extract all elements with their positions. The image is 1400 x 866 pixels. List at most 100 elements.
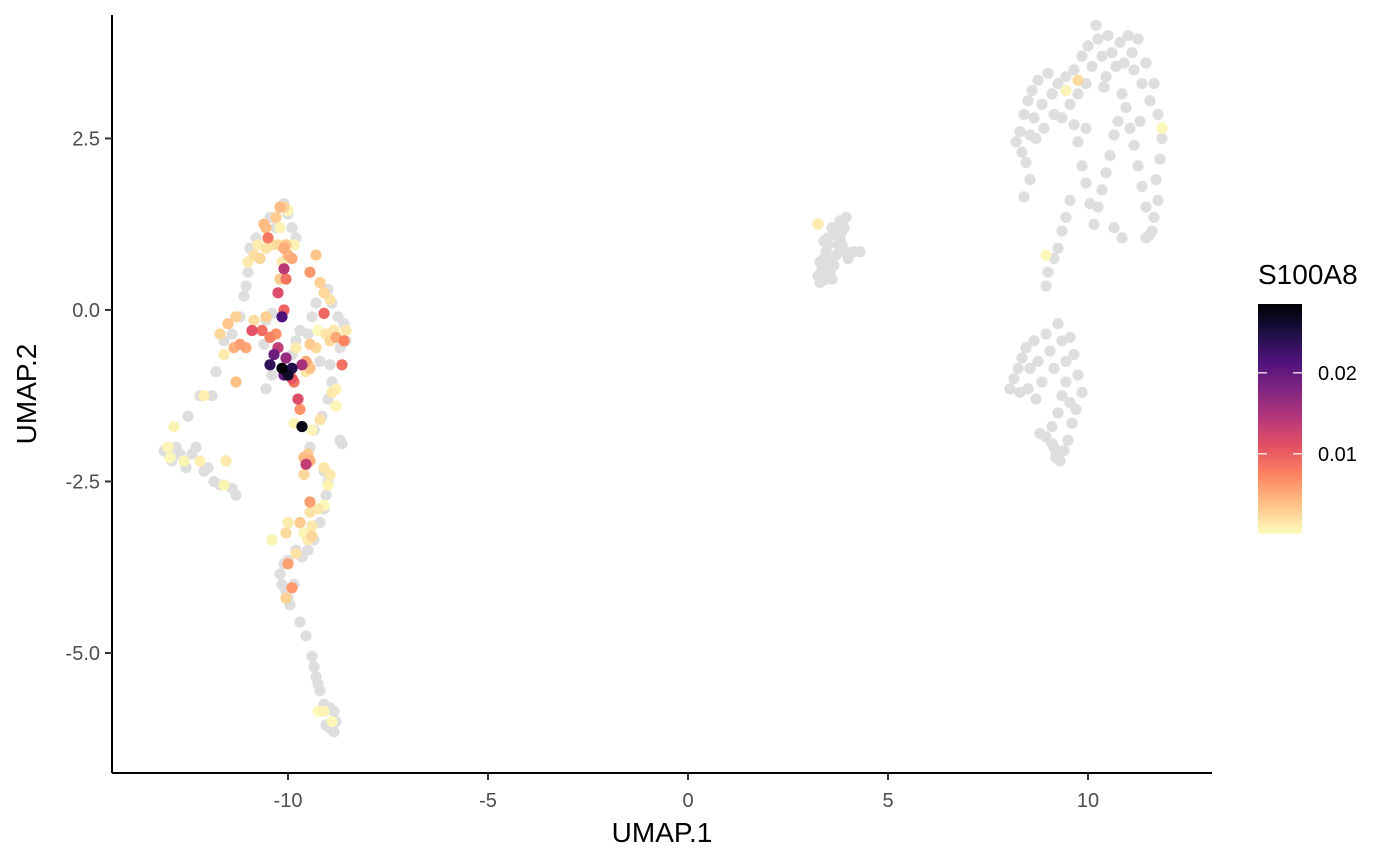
point-unexpressed	[1156, 132, 1168, 145]
point-expressed	[262, 232, 274, 244]
point-unexpressed	[1066, 417, 1078, 429]
point-expressed	[286, 252, 298, 265]
point-expressed	[280, 273, 292, 285]
point-unexpressed	[1068, 64, 1080, 76]
point-unexpressed	[1134, 115, 1146, 127]
point-unexpressed	[1080, 177, 1092, 189]
point-expressed	[318, 462, 330, 474]
point-expressed	[162, 441, 174, 453]
point-unexpressed	[1064, 331, 1076, 343]
axes-layer	[111, 15, 1212, 774]
point-expressed	[220, 455, 232, 467]
point-unexpressed	[1034, 427, 1046, 439]
x-tick-label: -10	[274, 790, 303, 812]
point-unexpressed	[1016, 352, 1028, 364]
point-expressed	[248, 314, 260, 326]
point-expressed	[318, 307, 330, 319]
point-expressed	[1060, 84, 1072, 97]
point-unexpressed	[1080, 122, 1092, 134]
point-unexpressed	[240, 280, 252, 292]
point-expressed	[280, 527, 292, 539]
point-unexpressed	[1064, 98, 1076, 110]
point-expressed	[178, 455, 190, 467]
point-unexpressed	[1088, 218, 1100, 230]
point-unexpressed	[1118, 57, 1130, 69]
point-expressed	[1072, 74, 1084, 86]
point-expressed	[282, 517, 294, 529]
point-unexpressed	[1064, 194, 1076, 206]
point-unexpressed	[238, 290, 250, 302]
x-tick-label: 10	[1077, 790, 1099, 812]
point-unexpressed	[1114, 36, 1126, 49]
point-unexpressed	[1154, 153, 1166, 165]
point-unexpressed	[1010, 136, 1022, 148]
point-unexpressed	[1060, 71, 1072, 83]
point-unexpressed	[1020, 156, 1032, 169]
point-unexpressed	[1056, 390, 1068, 402]
point-unexpressed	[1044, 345, 1056, 357]
point-unexpressed	[1116, 88, 1128, 100]
point-unexpressed	[1036, 376, 1048, 388]
point-unexpressed	[1042, 266, 1054, 278]
point-expressed	[268, 349, 280, 361]
point-unexpressed	[1090, 19, 1102, 31]
point-expressed	[198, 390, 210, 402]
point-unexpressed	[1082, 40, 1094, 52]
point-unexpressed	[820, 273, 832, 285]
point-unexpressed	[818, 235, 830, 247]
point-unexpressed	[1132, 160, 1144, 172]
point-unexpressed	[1024, 174, 1036, 186]
point-unexpressed	[1060, 355, 1072, 367]
point-unexpressed	[286, 222, 298, 234]
point-unexpressed	[1026, 84, 1038, 97]
point-unexpressed	[1148, 211, 1160, 223]
point-unexpressed	[1050, 451, 1062, 464]
point-expressed	[270, 211, 282, 223]
point-expressed	[1040, 249, 1052, 261]
point-expressed	[296, 359, 308, 371]
point-unexpressed	[310, 297, 322, 309]
point-expressed	[306, 424, 318, 436]
point-expressed	[286, 582, 298, 594]
point-unexpressed	[1046, 88, 1058, 100]
point-unexpressed	[1052, 407, 1064, 419]
point-unexpressed	[1132, 33, 1144, 45]
x-tick-label: 0	[682, 790, 693, 812]
point-expressed	[306, 520, 318, 532]
point-unexpressed	[1004, 383, 1016, 395]
point-expressed	[310, 249, 322, 261]
point-expressed	[256, 324, 268, 337]
point-unexpressed	[854, 246, 866, 258]
point-unexpressed	[328, 726, 340, 738]
point-unexpressed	[1146, 225, 1158, 237]
point-unexpressed	[1040, 328, 1052, 340]
point-expressed	[276, 311, 288, 323]
point-unexpressed	[1038, 122, 1050, 134]
y-tick-label: -2.5	[66, 471, 100, 493]
point-expressed	[314, 414, 326, 426]
x-tick-label: 5	[882, 790, 893, 812]
point-unexpressed	[1108, 129, 1120, 141]
point-unexpressed	[1126, 47, 1138, 59]
x-axis-ticks: -10 -5 0 5 10	[274, 773, 1099, 812]
point-unexpressed	[1040, 280, 1052, 292]
point-unexpressed	[1032, 355, 1044, 367]
point-expressed	[340, 324, 352, 337]
colorbar-ticks: 0.01 0.02	[1258, 363, 1357, 466]
point-unexpressed	[306, 650, 318, 663]
point-expressed	[230, 311, 242, 323]
y-axis-ticks: -5.0 -2.5 0.0 2.5	[66, 128, 112, 665]
point-expressed	[264, 331, 276, 343]
point-unexpressed	[1108, 222, 1120, 234]
point-unexpressed	[1120, 102, 1132, 114]
point-unexpressed	[1112, 115, 1124, 127]
point-unexpressed	[1056, 225, 1068, 237]
point-unexpressed	[1046, 421, 1058, 433]
point-unexpressed	[1136, 180, 1148, 193]
point-expressed	[314, 276, 326, 289]
point-unexpressed	[826, 222, 838, 234]
point-expressed	[330, 400, 342, 412]
point-expressed	[274, 201, 286, 213]
point-expressed	[296, 421, 308, 433]
point-expressed	[246, 324, 258, 337]
